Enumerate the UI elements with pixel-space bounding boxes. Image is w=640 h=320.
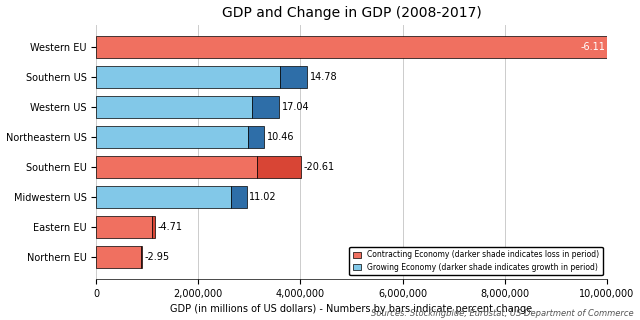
Bar bbox=[96, 246, 141, 268]
Bar bbox=[248, 126, 264, 148]
Text: Sources: Stockingblue, Eurostat, US Department of Commerce: Sources: Stockingblue, Eurostat, US Depa… bbox=[371, 309, 634, 318]
Legend: Contracting Economy (darker shade indicates loss in period), Growing Economy (da: Contracting Economy (darker shade indica… bbox=[349, 247, 603, 275]
Bar bbox=[96, 216, 152, 238]
Text: 14.78: 14.78 bbox=[310, 72, 337, 82]
Text: 17.04: 17.04 bbox=[282, 102, 309, 112]
Text: -20.61: -20.61 bbox=[304, 162, 335, 172]
Bar bbox=[152, 216, 155, 238]
Bar bbox=[257, 156, 301, 178]
Text: 10.46: 10.46 bbox=[266, 132, 294, 142]
Text: 11.02: 11.02 bbox=[249, 192, 276, 202]
Bar bbox=[252, 96, 279, 118]
X-axis label: GDP (in millions of US dollars) - Numbers by bars indicate percent change: GDP (in millions of US dollars) - Number… bbox=[170, 304, 532, 315]
Text: -4.71: -4.71 bbox=[157, 222, 182, 232]
Bar bbox=[232, 186, 246, 208]
Bar bbox=[96, 36, 627, 58]
Bar bbox=[96, 126, 248, 148]
Bar bbox=[627, 36, 640, 58]
Bar bbox=[141, 246, 142, 268]
Title: GDP and Change in GDP (2008-2017): GDP and Change in GDP (2008-2017) bbox=[221, 5, 481, 20]
Bar bbox=[96, 186, 232, 208]
Bar bbox=[96, 156, 257, 178]
Bar bbox=[280, 66, 307, 88]
Bar bbox=[96, 66, 280, 88]
Text: -6.11: -6.11 bbox=[581, 42, 606, 52]
Bar bbox=[96, 96, 252, 118]
Text: -2.95: -2.95 bbox=[145, 252, 170, 262]
